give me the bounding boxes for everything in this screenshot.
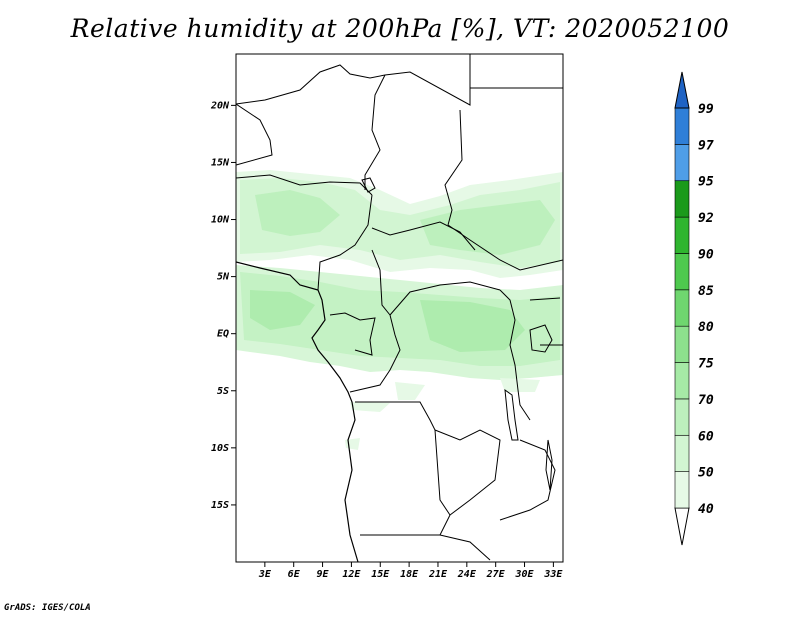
lake-victoria bbox=[529, 324, 553, 353]
lake-chad bbox=[361, 177, 376, 193]
lat-tick-label: 5S bbox=[217, 386, 229, 397]
border-drc-east bbox=[499, 289, 531, 421]
lon-tick-label: 9E bbox=[317, 569, 330, 580]
border-gabon bbox=[329, 312, 376, 356]
colorbar-label: 85 bbox=[698, 284, 714, 299]
lon-tick-label: 27E bbox=[486, 569, 506, 580]
border-chad-sudan bbox=[444, 109, 463, 226]
colorbar-segment bbox=[674, 216, 690, 254]
lat-tick-label: 15N bbox=[211, 157, 230, 168]
border-namibia-botswana bbox=[439, 534, 491, 561]
border-congo-drc bbox=[349, 314, 401, 393]
colorbar-segment bbox=[674, 144, 690, 182]
lake-malawi bbox=[545, 439, 553, 491]
colorbar-above-max bbox=[674, 71, 690, 109]
border-libya-chad bbox=[364, 74, 386, 190]
map-title: Relative humidity at 200hPa [%], VT: 202… bbox=[70, 14, 730, 43]
colorbar-below-min bbox=[674, 507, 690, 546]
colorbar-label: 75 bbox=[698, 357, 714, 372]
colorbar-segment bbox=[674, 289, 690, 327]
lat-tick-label: 10N bbox=[211, 215, 230, 226]
colorbar-segment bbox=[674, 362, 690, 400]
colorbar-label: 92 bbox=[698, 211, 714, 226]
equatorial-band-core bbox=[250, 290, 525, 352]
colorbar-segment bbox=[674, 253, 690, 291]
lon-tick-label: 33E bbox=[543, 569, 563, 580]
colorbar-segment bbox=[674, 180, 690, 218]
border-car-drc bbox=[389, 281, 501, 316]
colorbar-label: 80 bbox=[698, 320, 714, 335]
latitude-axis: 20N 15N 10N 5N EQ 5S 10S 15S bbox=[210, 100, 236, 511]
lat-tick-label: 15S bbox=[211, 500, 229, 511]
colorbar-label: 99 bbox=[698, 102, 714, 117]
lon-tick-label: 12E bbox=[342, 569, 361, 580]
lon-tick-label: 30E bbox=[514, 569, 534, 580]
border-nigeria-niger bbox=[236, 174, 373, 196]
lon-tick-label: 6E bbox=[288, 569, 301, 580]
colorbar-segment bbox=[674, 107, 690, 145]
lat-tick-label: EQ bbox=[217, 329, 229, 340]
colorbar-segment bbox=[674, 325, 690, 363]
lon-tick-label: 21E bbox=[428, 569, 448, 580]
lat-tick-label: 10S bbox=[211, 443, 229, 454]
border-zambia-malawi bbox=[499, 439, 556, 521]
lon-tick-label: 24E bbox=[457, 569, 477, 580]
coastline-west-africa bbox=[236, 261, 359, 562]
colorbar-segment bbox=[674, 434, 690, 472]
colorbar-label: 60 bbox=[698, 429, 714, 444]
map-frame bbox=[235, 53, 564, 563]
colorbar-label: 95 bbox=[698, 175, 714, 190]
lon-tick-label: 3E bbox=[258, 569, 272, 580]
border-cameroon-car bbox=[371, 249, 391, 316]
border-nigeria-cameroon bbox=[317, 194, 373, 291]
lon-tick-label: 18E bbox=[400, 569, 419, 580]
colorbar-segment bbox=[674, 471, 690, 509]
colorbar-label: 50 bbox=[698, 466, 714, 481]
border-algeria-niger bbox=[236, 103, 273, 166]
southern-fringe bbox=[345, 378, 540, 450]
lon-tick-label: 15E bbox=[371, 569, 390, 580]
lat-tick-label: 5N bbox=[217, 272, 230, 283]
colorbar-segment bbox=[674, 398, 690, 436]
sahel-band-core bbox=[255, 190, 555, 255]
border-angola bbox=[355, 401, 451, 536]
colorbar: 40 50 60 70 75 80 85 90 92 95 97 99 bbox=[674, 71, 714, 546]
border-angola-zambia bbox=[434, 429, 501, 516]
colorbar-label: 70 bbox=[698, 393, 714, 408]
colorbar-label: 90 bbox=[698, 247, 714, 262]
border-libya-niger-chad bbox=[236, 54, 471, 106]
border-uganda-kenya bbox=[529, 297, 563, 346]
longitude-axis: 3E 6E 9E 12E 15E 18E 21E 24E 27E 30E 33E bbox=[258, 562, 563, 580]
border-chad-car bbox=[371, 221, 476, 251]
lat-tick-label: 20N bbox=[210, 100, 230, 111]
colorbar-label: 40 bbox=[698, 502, 714, 517]
lake-tanganyika bbox=[504, 388, 519, 441]
country-borders bbox=[236, 54, 563, 562]
grads-credit: GrADS: IGES/COLA bbox=[4, 603, 91, 613]
colorbar-label: 97 bbox=[698, 138, 714, 153]
